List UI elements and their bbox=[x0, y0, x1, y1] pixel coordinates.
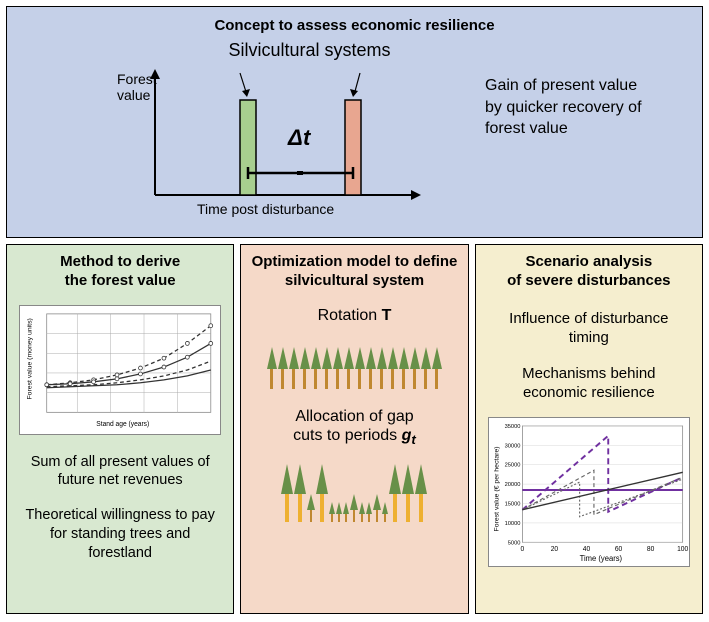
scenario-title: Scenario analysisof severe disturbances bbox=[484, 253, 694, 291]
svg-text:25000: 25000 bbox=[504, 462, 520, 468]
method-panel: Method to derivethe forest value Forest … bbox=[6, 244, 234, 614]
svg-text:20000: 20000 bbox=[504, 482, 520, 488]
svg-text:0: 0 bbox=[520, 546, 524, 553]
optimization-panel: Optimization model to define silvicultur… bbox=[240, 244, 468, 614]
gap-label: Allocation of gapcuts to periods gt bbox=[249, 407, 459, 448]
svg-text:100: 100 bbox=[677, 546, 688, 553]
scenario-text2: Mechanisms behind economic resilience bbox=[490, 364, 688, 403]
method-text2: Theoretical willingness to pay for stand… bbox=[21, 506, 219, 563]
concept-title: Concept to assess economic resilience bbox=[15, 17, 694, 34]
concept-panel: Concept to assess economic resilience Si… bbox=[6, 6, 703, 238]
svg-text:15000: 15000 bbox=[504, 501, 520, 507]
svg-text:Stand age (years): Stand age (years) bbox=[96, 421, 149, 428]
rotation-label: Rotation T bbox=[249, 307, 459, 325]
svg-text:10000: 10000 bbox=[504, 520, 520, 526]
concept-chart: Δ t Forestvalue Time post disturbance bbox=[125, 65, 445, 225]
concept-xlabel: Time post disturbance bbox=[197, 201, 334, 217]
svg-text:Forest value (money units): Forest value (money units) bbox=[27, 318, 34, 399]
svg-text:30000: 30000 bbox=[504, 443, 520, 449]
svg-text:80: 80 bbox=[647, 546, 655, 553]
method-text1: Sum of all present values of future net … bbox=[21, 453, 219, 491]
scenario-panel: Scenario analysisof severe disturbances … bbox=[475, 244, 703, 614]
svg-text:Time (years): Time (years) bbox=[579, 553, 622, 562]
svg-text:20: 20 bbox=[550, 546, 558, 553]
scenario-text1: Influence of disturbance timing bbox=[490, 309, 688, 348]
svg-text:60: 60 bbox=[614, 546, 622, 553]
concept-side-text: Gain of present value by quicker recover… bbox=[485, 75, 645, 140]
svg-text:35000: 35000 bbox=[504, 423, 520, 429]
svg-text:5000: 5000 bbox=[507, 540, 520, 546]
svg-text:t: t bbox=[303, 125, 312, 150]
scenario-chart: 5000 10000 15000 20000 25000 30000 35000 0 20 40… bbox=[488, 417, 690, 567]
optimization-title: Optimization model to define silvicultur… bbox=[249, 253, 459, 291]
svg-text:40: 40 bbox=[582, 546, 590, 553]
even-stand bbox=[249, 329, 459, 389]
forest-value-chart: Forest value (money units) Stand age (ye… bbox=[19, 305, 221, 435]
method-title: Method to derivethe forest value bbox=[15, 253, 225, 291]
concept-subtitle: Silvicultural systems bbox=[0, 40, 694, 61]
svg-text:Δ: Δ bbox=[287, 125, 303, 150]
uneven-stand bbox=[249, 452, 459, 522]
svg-text:Forest value (€ per hectare): Forest value (€ per hectare) bbox=[493, 446, 500, 531]
concept-ylabel: Forestvalue bbox=[117, 71, 157, 103]
